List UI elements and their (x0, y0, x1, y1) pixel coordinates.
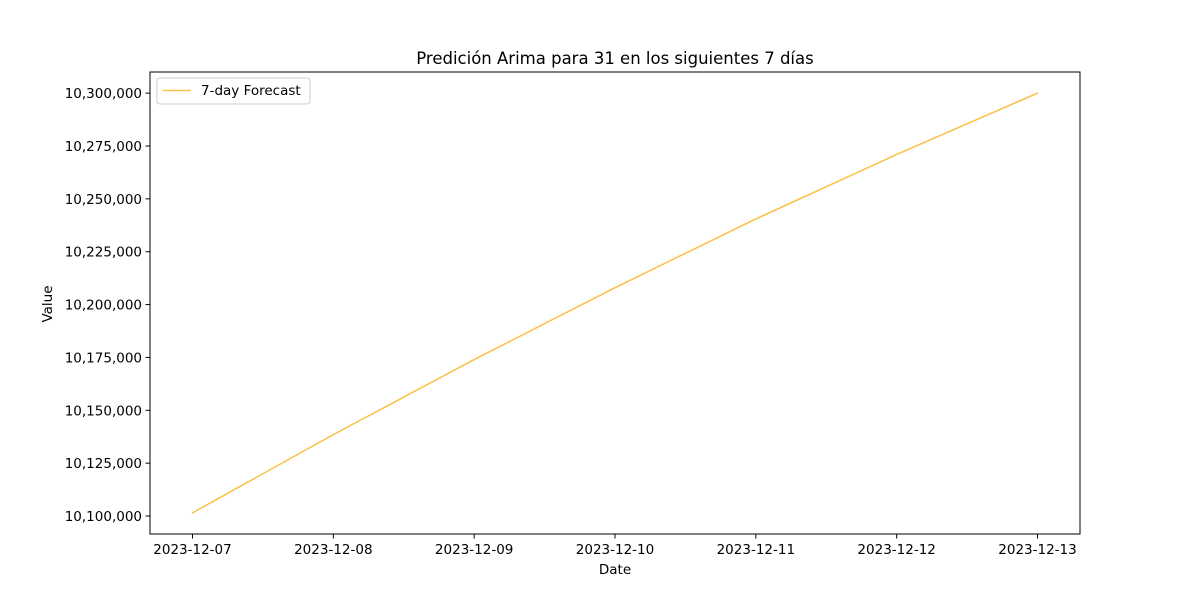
legend-label-7-day-forecast: 7-day Forecast (201, 83, 301, 99)
y-tick-label: 10,150,000 (65, 403, 142, 419)
y-tick-label: 10,125,000 (65, 456, 142, 472)
x-tick-label: 2023-12-13 (998, 542, 1076, 558)
y-tick-label: 10,200,000 (65, 298, 142, 314)
y-tick-label: 10,100,000 (65, 509, 142, 525)
y-axis-label: Value (40, 285, 56, 322)
y-tick-label: 10,175,000 (65, 350, 142, 366)
x-axis-label: Date (599, 562, 631, 578)
x-tick-label: 2023-12-11 (717, 542, 795, 558)
y-tick-label: 10,225,000 (65, 245, 142, 261)
x-tick-label: 2023-12-10 (576, 542, 654, 558)
y-tick-label: 10,300,000 (65, 86, 142, 102)
plot-frame (149, 71, 1081, 535)
plot-area: 10,100,000 10,125,000 10,150,000 10,175,000… (65, 71, 1081, 558)
y-tick-label: 10,275,000 (65, 139, 142, 155)
x-tick-label: 2023-12-12 (857, 542, 935, 558)
legend: 7-day Forecast (156, 77, 311, 105)
series-line-0 (191, 92, 1039, 514)
legend-box (156, 77, 311, 105)
x-tick-label: 2023-12-08 (294, 542, 372, 558)
x-tick-label: 2023-12-09 (435, 542, 513, 558)
chart-title: Predición Arima para 31 en los siguiente… (416, 49, 813, 68)
x-tick-label: 2023-12-07 (153, 542, 231, 558)
y-tick-label: 10,250,000 (65, 192, 142, 208)
